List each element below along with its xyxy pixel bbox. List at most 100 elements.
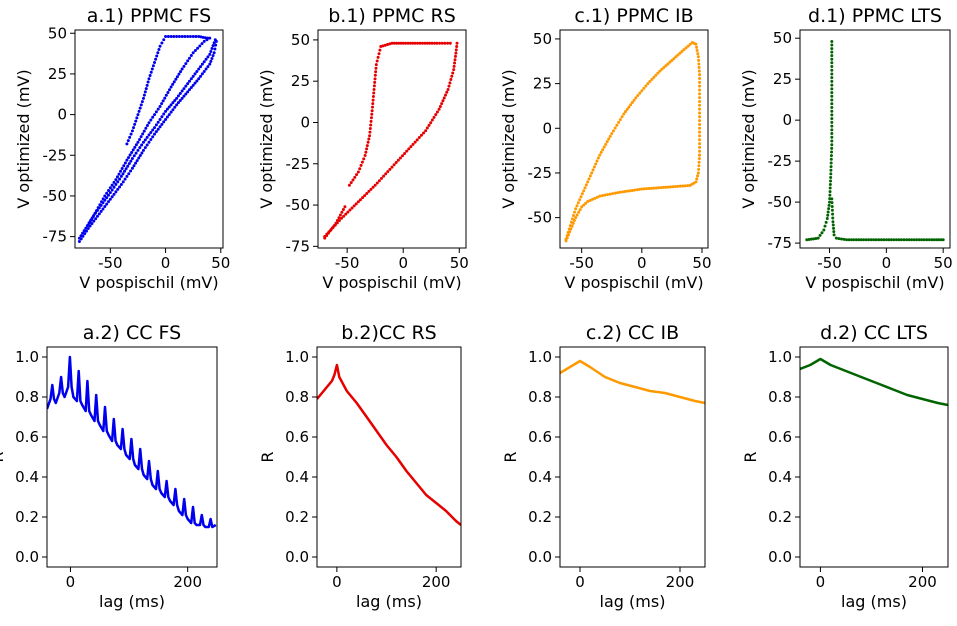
- data-point: [138, 146, 142, 150]
- data-point: [193, 81, 197, 85]
- data-point: [603, 193, 607, 197]
- data-point: [662, 66, 666, 70]
- data-point: [666, 62, 670, 66]
- data-point: [329, 228, 333, 232]
- data-point: [166, 91, 170, 95]
- data-point: [349, 181, 353, 185]
- data-point: [900, 238, 904, 242]
- data-point: [392, 41, 396, 45]
- data-point: [830, 39, 834, 43]
- data-point: [351, 178, 355, 182]
- data-point: [628, 189, 632, 193]
- data-point: [671, 185, 675, 189]
- data-point: [372, 91, 376, 95]
- data-point: [133, 122, 137, 126]
- data-point: [830, 120, 834, 124]
- data-point: [182, 94, 186, 98]
- x-tick-label: 0: [332, 573, 342, 591]
- data-point: [86, 223, 90, 227]
- data-point: [830, 146, 834, 150]
- x-axis-label: V pospischil (mV): [564, 273, 703, 292]
- data-point: [698, 145, 702, 149]
- data-point: [363, 194, 367, 198]
- data-point: [363, 154, 367, 158]
- data-point: [96, 206, 100, 210]
- data-point: [139, 135, 143, 139]
- y-axis-label: R: [741, 451, 760, 462]
- data-point: [435, 41, 439, 45]
- data-point: [126, 156, 130, 160]
- data-point: [869, 238, 873, 242]
- data-point: [184, 84, 188, 88]
- data-point: [208, 52, 212, 56]
- data-point: [162, 112, 166, 116]
- data-point: [370, 105, 374, 109]
- data-point: [149, 70, 153, 74]
- data-point: [200, 62, 204, 66]
- data-point: [696, 174, 700, 178]
- data-point: [99, 209, 103, 213]
- data-point: [129, 169, 133, 173]
- data-point: [176, 101, 180, 105]
- data-point: [151, 115, 155, 119]
- data-point: [448, 81, 452, 85]
- data-point: [823, 224, 827, 228]
- x-tick-label: 0: [575, 573, 585, 591]
- data-point: [145, 135, 149, 139]
- data-point: [358, 198, 362, 202]
- x-tick-label: 0: [637, 254, 647, 272]
- data-point: [169, 35, 173, 39]
- data-point: [930, 238, 934, 242]
- data-point: [369, 187, 373, 191]
- data-point: [189, 85, 193, 89]
- data-point: [119, 183, 123, 187]
- data-point: [664, 64, 668, 68]
- data-point: [175, 96, 179, 100]
- chart-title: c.1) PPMC IB: [574, 5, 693, 27]
- axes-frame: [559, 346, 706, 568]
- data-point: [636, 94, 640, 98]
- y-tick-label: -50: [768, 193, 793, 211]
- data-point: [378, 48, 382, 52]
- data-point: [151, 128, 155, 132]
- data-point: [213, 38, 217, 42]
- data-point: [141, 132, 145, 136]
- data-point: [143, 146, 147, 150]
- data-point: [333, 223, 337, 227]
- y-axis-label: R: [0, 451, 7, 462]
- y-tick-label: -50: [528, 209, 553, 227]
- x-tick-label: -50: [98, 254, 123, 272]
- x-tick-label: -50: [817, 254, 842, 272]
- data-point: [912, 238, 916, 242]
- axes-frame: [559, 29, 709, 249]
- data-point: [576, 201, 580, 205]
- data-point: [145, 83, 149, 87]
- data-point: [633, 188, 637, 192]
- data-point: [593, 196, 597, 200]
- data-point: [698, 88, 702, 92]
- data-point: [209, 59, 213, 63]
- data-point: [830, 87, 834, 91]
- data-point: [659, 186, 663, 190]
- data-point: [327, 230, 331, 234]
- data-point: [137, 156, 141, 160]
- data-point: [592, 165, 596, 169]
- data-point: [854, 238, 858, 242]
- data-point: [417, 136, 421, 140]
- data-point: [191, 83, 195, 87]
- data-point: [180, 35, 184, 39]
- data-point: [598, 153, 602, 157]
- data-point: [591, 168, 595, 172]
- data-point: [142, 129, 146, 133]
- data-point: [86, 226, 90, 230]
- data-point: [594, 162, 598, 166]
- data-point: [407, 147, 411, 151]
- data-point: [160, 102, 164, 106]
- x-tick-label: 50: [934, 254, 953, 272]
- data-point: [629, 103, 633, 107]
- data-point: [604, 142, 608, 146]
- data-point: [832, 226, 836, 230]
- data-point: [905, 238, 909, 242]
- data-point: [620, 115, 624, 119]
- data-point: [368, 130, 372, 134]
